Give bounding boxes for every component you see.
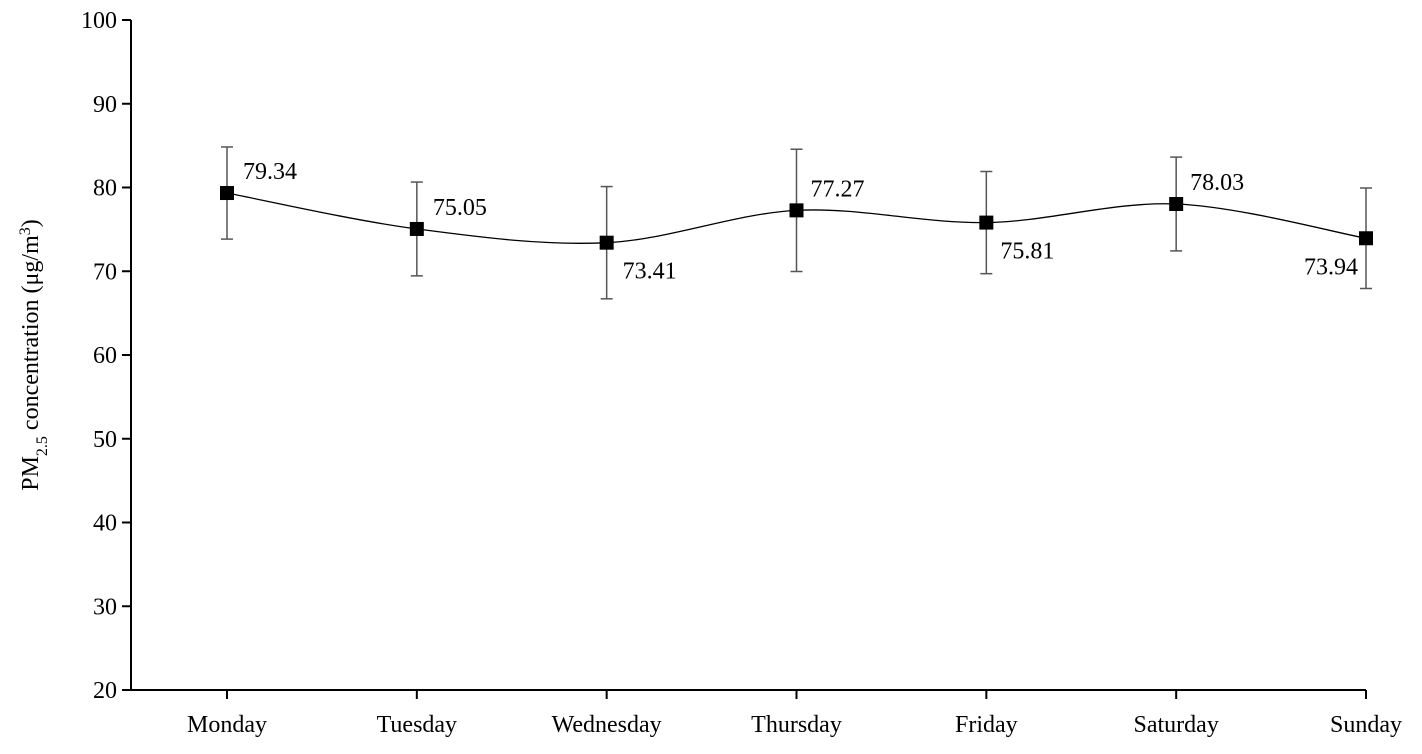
y-tick-label: 90 — [93, 92, 117, 118]
marker — [409, 221, 424, 236]
y-tick-label: 40 — [93, 511, 117, 537]
y-tick-label: 30 — [93, 594, 117, 620]
x-tick-label: Friday — [955, 712, 1018, 738]
x-tick-label: Thursday — [751, 712, 842, 738]
y-tick-label: 80 — [93, 176, 117, 202]
x-tick-label: Saturday — [1134, 712, 1219, 738]
y-axis-label-part: concentration (μg/m — [18, 235, 44, 436]
marker — [220, 186, 234, 201]
marker — [979, 215, 994, 230]
y-axis-label-part: PM — [18, 456, 44, 491]
y-tick-label: 70 — [93, 259, 117, 285]
data-label: 78.03 — [1190, 170, 1244, 196]
x-tick-label: Monday — [187, 712, 267, 738]
y-axis-label-part: 3 — [17, 227, 34, 235]
y-tick-label: 20 — [93, 678, 117, 704]
data-label: 75.05 — [433, 195, 487, 221]
marker — [1359, 231, 1373, 246]
x-tick-label: Wednesday — [552, 712, 662, 738]
marker — [599, 235, 614, 250]
x-tick-label: Tuesday — [377, 712, 457, 738]
y-axis-label-part: ) — [18, 219, 44, 227]
marker — [789, 203, 804, 218]
data-label: 77.27 — [811, 176, 865, 202]
data-label: 73.41 — [623, 259, 677, 285]
x-tick-label: Sunday — [1330, 712, 1402, 738]
data-label: 75.81 — [1000, 239, 1054, 265]
y-tick-label: 100 — [81, 8, 117, 34]
data-label: 73.94 — [1304, 254, 1358, 280]
y-tick-label: 60 — [93, 343, 117, 369]
y-tick-label: 50 — [93, 427, 117, 453]
y-axis-label: PM2.5 concentration (μg/m3) — [17, 219, 51, 491]
y-axis-label-part: 2.5 — [34, 436, 51, 456]
data-label: 79.34 — [243, 159, 297, 185]
marker — [1169, 196, 1184, 211]
